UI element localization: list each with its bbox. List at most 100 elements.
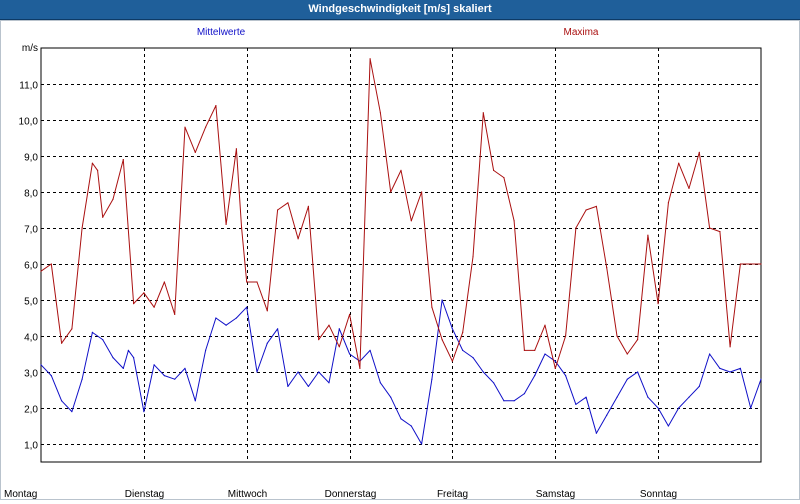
data-point bbox=[277, 209, 279, 211]
y-tick-label: 4,0 bbox=[24, 333, 38, 344]
y-tick-label: 7,0 bbox=[24, 225, 38, 236]
data-point bbox=[678, 162, 680, 164]
data-point bbox=[307, 385, 309, 387]
data-point bbox=[40, 270, 42, 272]
data-point bbox=[266, 310, 268, 312]
data-point bbox=[616, 396, 618, 398]
data-point bbox=[513, 220, 515, 222]
data-point bbox=[688, 396, 690, 398]
data-point bbox=[163, 281, 165, 283]
data-point bbox=[153, 364, 155, 366]
data-point bbox=[102, 339, 104, 341]
data-point bbox=[626, 378, 628, 380]
data-point bbox=[544, 353, 546, 355]
data-point bbox=[647, 234, 649, 236]
data-point bbox=[482, 371, 484, 373]
data-point bbox=[81, 378, 83, 380]
data-point bbox=[256, 281, 258, 283]
data-point bbox=[462, 331, 464, 333]
data-point bbox=[112, 198, 114, 200]
data-point bbox=[626, 353, 628, 355]
data-point bbox=[534, 349, 536, 351]
series-layer bbox=[40, 58, 762, 445]
chart-panel: 1,0 2,0 3,0 4,0 5,0 6,0 7,0 8,0 9,0 10,0 11,0 m/s Mo… bbox=[0, 20, 800, 500]
data-point bbox=[297, 238, 299, 240]
x-day-label: Montag bbox=[4, 489, 37, 499]
window-titlebar: Windgeschwindigkeit [m/s] skaliert bbox=[0, 0, 800, 20]
data-point bbox=[513, 400, 515, 402]
data-point bbox=[338, 328, 340, 330]
data-point bbox=[246, 281, 248, 283]
data-point bbox=[410, 220, 412, 222]
data-point bbox=[205, 349, 207, 351]
data-point bbox=[400, 418, 402, 420]
data-point bbox=[50, 375, 52, 377]
data-point bbox=[194, 400, 196, 402]
data-point bbox=[318, 371, 320, 373]
data-point bbox=[554, 367, 556, 369]
data-point bbox=[163, 375, 165, 377]
y-axis-label: m/s bbox=[22, 43, 38, 54]
axis-layer: 1,0 2,0 3,0 4,0 5,0 6,0 7,0 8,0 9,0 10,0 11,0 m/s Mo… bbox=[4, 43, 677, 500]
x-day-label: Mittwoch bbox=[228, 489, 267, 499]
data-point bbox=[431, 378, 433, 380]
data-point bbox=[194, 151, 196, 153]
legend-entry-mittelwerte: Mittelwerte bbox=[197, 27, 246, 38]
data-point bbox=[493, 169, 495, 171]
data-point bbox=[153, 306, 155, 308]
data-point bbox=[40, 364, 42, 366]
data-point bbox=[534, 375, 536, 377]
data-point bbox=[174, 378, 176, 380]
data-point bbox=[133, 357, 135, 359]
data-point bbox=[523, 393, 526, 395]
data-point bbox=[462, 349, 464, 351]
data-point bbox=[174, 313, 176, 315]
plot-area bbox=[40, 47, 762, 463]
data-point bbox=[739, 263, 742, 265]
grid-layer bbox=[40, 47, 762, 463]
data-point bbox=[750, 263, 752, 265]
data-point bbox=[606, 267, 608, 269]
data-point bbox=[760, 263, 762, 265]
data-point bbox=[133, 303, 135, 305]
data-point bbox=[709, 353, 711, 355]
data-point bbox=[451, 328, 453, 330]
data-point bbox=[606, 414, 608, 416]
data-point bbox=[595, 432, 598, 434]
y-tick-label: 2,0 bbox=[24, 405, 38, 416]
data-point bbox=[441, 339, 443, 341]
data-point bbox=[400, 169, 402, 171]
data-point bbox=[575, 227, 577, 229]
data-point bbox=[50, 263, 52, 265]
window-title: Windgeschwindigkeit [m/s] skaliert bbox=[308, 3, 492, 15]
data-point bbox=[565, 375, 567, 377]
data-point bbox=[729, 371, 731, 373]
data-point bbox=[472, 357, 474, 359]
legend-layer: Mittelwerte Maxima bbox=[197, 27, 599, 38]
data-point bbox=[122, 367, 124, 369]
data-point bbox=[235, 148, 237, 150]
y-tick-label: 11,0 bbox=[19, 81, 38, 92]
data-point bbox=[585, 396, 587, 398]
data-point bbox=[451, 360, 453, 362]
data-point bbox=[554, 360, 556, 362]
data-point bbox=[102, 216, 104, 218]
data-point bbox=[369, 349, 371, 351]
data-point bbox=[390, 191, 392, 193]
data-point bbox=[657, 407, 659, 409]
data-point bbox=[143, 411, 145, 413]
data-point bbox=[205, 126, 207, 128]
data-point bbox=[565, 335, 567, 337]
data-point bbox=[184, 126, 186, 128]
data-point bbox=[277, 328, 279, 330]
data-point bbox=[719, 367, 721, 369]
data-point bbox=[616, 335, 618, 337]
data-point bbox=[71, 328, 73, 330]
data-point bbox=[91, 331, 93, 333]
data-point bbox=[225, 324, 227, 326]
data-point bbox=[472, 256, 474, 258]
data-point bbox=[91, 162, 93, 164]
data-point bbox=[709, 227, 711, 229]
data-point bbox=[523, 349, 526, 351]
data-point bbox=[719, 231, 721, 233]
